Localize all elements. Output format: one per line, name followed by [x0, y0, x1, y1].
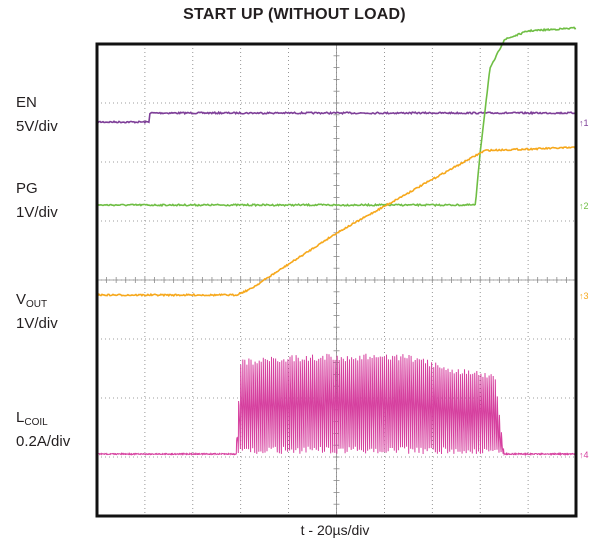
lcoil-label-sub: COIL — [24, 417, 48, 428]
lcoil-label: LCOIL — [16, 407, 48, 434]
en-label: EN — [16, 94, 37, 111]
x-axis-label: t - 20µs/div — [300, 522, 370, 538]
vout-scale-label: 1V/div — [16, 315, 58, 332]
channel-marker-3: ↑3 — [579, 291, 589, 301]
lcoil-scale-label: 0.2A/div — [16, 433, 71, 450]
vout-label-sub: OUT — [26, 299, 48, 310]
vout-label-main: V — [16, 291, 27, 308]
channel-marker-text: ↑3 — [579, 291, 589, 301]
channel-marker-1: ↑1 — [579, 118, 589, 128]
channel-marker-text: ↑2 — [579, 201, 589, 211]
pg-label: PG — [16, 180, 38, 197]
lcoil-trace — [96, 353, 577, 457]
chart-title: START UP (WITHOUT LOAD) — [183, 6, 406, 23]
channel-marker-2: ↑2 — [579, 201, 589, 211]
en-scale-label: 5V/div — [16, 118, 58, 135]
lcoil-label-main: L — [16, 409, 25, 426]
channel-marker-4: ↑4 — [579, 450, 589, 460]
channel-marker-text: ↑1 — [579, 118, 589, 128]
vout-label: VOUT — [16, 289, 47, 316]
vout-trace — [96, 146, 577, 297]
plot-frame — [95, 42, 578, 518]
en-trace — [96, 110, 576, 125]
pg-trace — [96, 26, 577, 208]
channel-marker-text: ↑4 — [579, 450, 589, 460]
pg-scale-label: 1V/div — [16, 204, 58, 221]
